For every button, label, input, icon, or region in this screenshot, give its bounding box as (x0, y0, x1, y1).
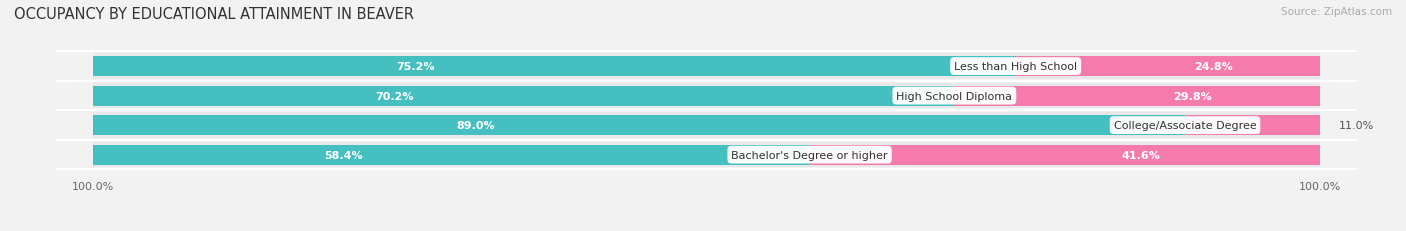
Bar (93, 116, 1185, 136)
Text: 89.0%: 89.0% (456, 121, 495, 131)
Text: 11.0%: 11.0% (1339, 121, 1374, 131)
Text: 24.8%: 24.8% (1194, 62, 1233, 72)
Bar (93, 84, 1320, 109)
Text: College/Associate Degree: College/Associate Degree (1114, 121, 1257, 131)
Bar (93, 142, 1320, 168)
Text: OCCUPANCY BY EDUCATIONAL ATTAINMENT IN BEAVER: OCCUPANCY BY EDUCATIONAL ATTAINMENT IN B… (14, 7, 413, 22)
Text: 41.6%: 41.6% (1122, 150, 1161, 160)
Bar (93, 113, 1320, 138)
Bar (810, 145, 1320, 165)
Text: 58.4%: 58.4% (325, 150, 363, 160)
Text: High School Diploma: High School Diploma (897, 91, 1012, 101)
Text: Bachelor's Degree or higher: Bachelor's Degree or higher (731, 150, 887, 160)
Bar (955, 86, 1320, 106)
Bar (93, 86, 955, 106)
Text: 70.2%: 70.2% (375, 91, 413, 101)
Text: 75.2%: 75.2% (396, 62, 436, 72)
Bar (93, 145, 810, 165)
Bar (93, 57, 1015, 77)
Text: Source: ZipAtlas.com: Source: ZipAtlas.com (1281, 7, 1392, 17)
Bar (1015, 57, 1320, 77)
Text: Less than High School: Less than High School (955, 62, 1077, 72)
Bar (1185, 116, 1320, 136)
Text: 29.8%: 29.8% (1173, 91, 1212, 101)
Bar (93, 54, 1320, 79)
